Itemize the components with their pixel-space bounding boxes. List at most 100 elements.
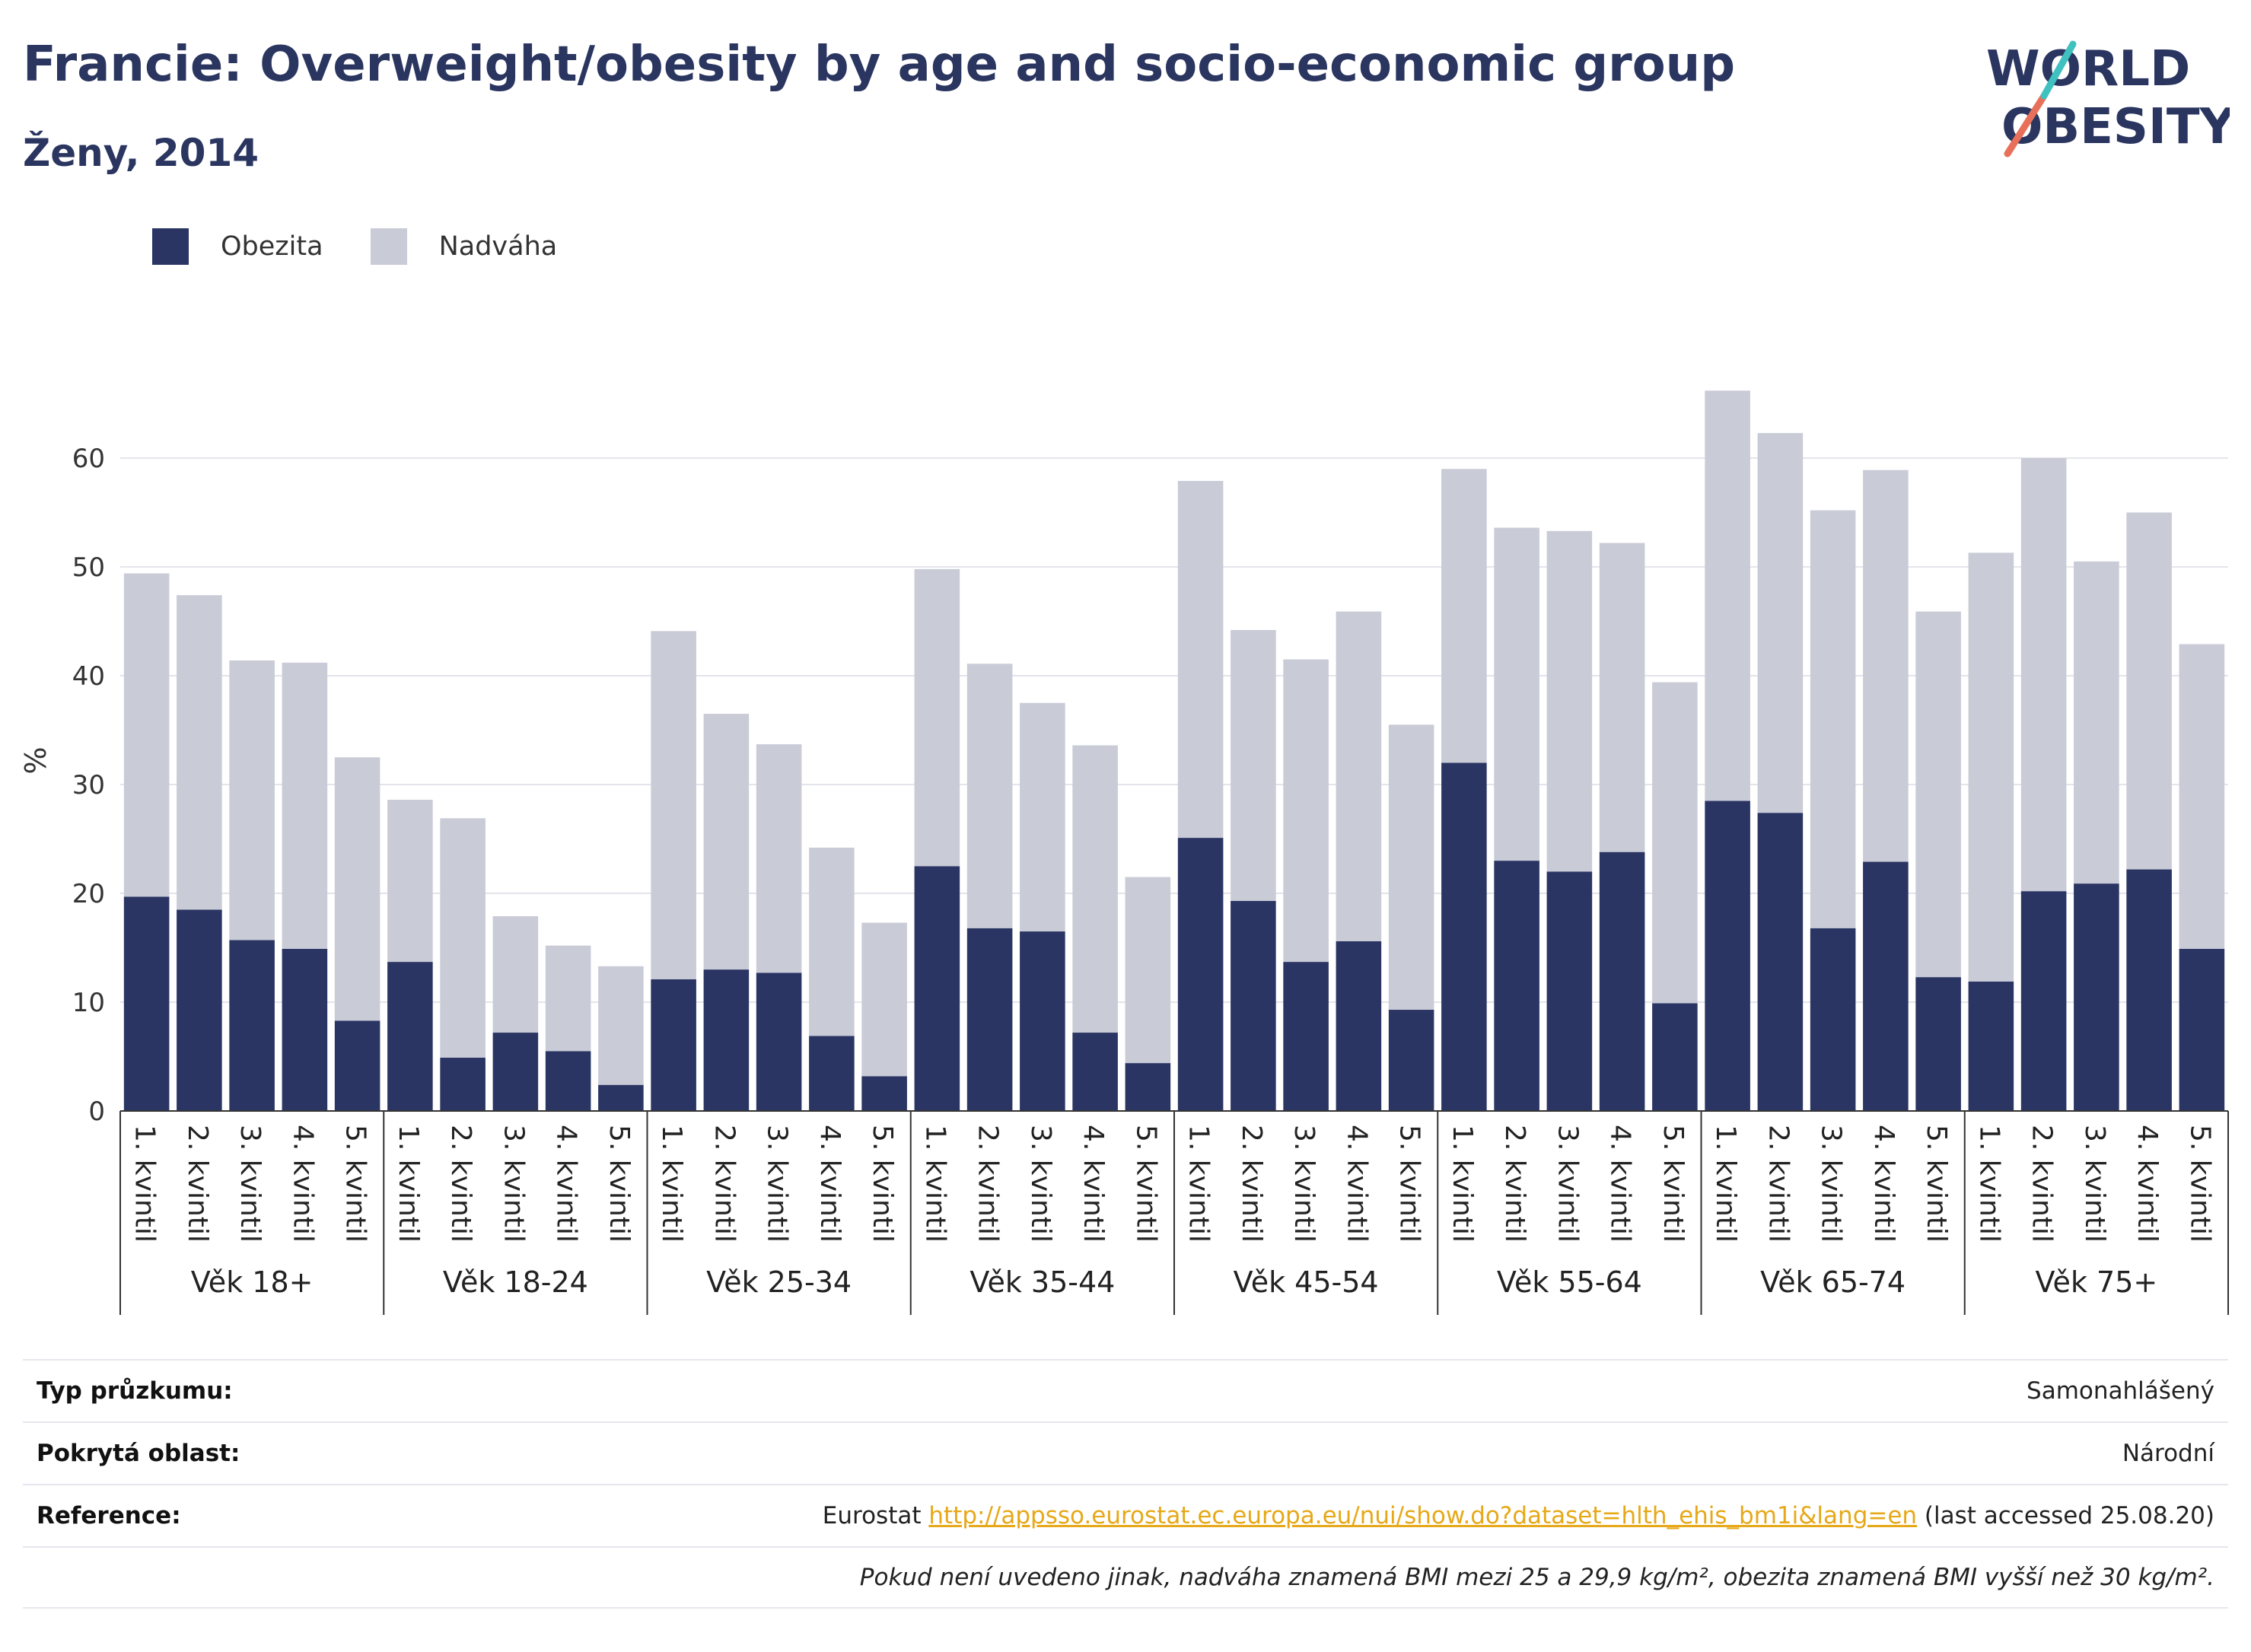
y-tick-label: 10	[72, 988, 105, 1018]
bar-nadvaha	[1757, 433, 1804, 813]
bar-nadvaha	[914, 568, 960, 867]
logo-line1: WORLD	[1986, 41, 2190, 97]
bar-obezita	[651, 979, 696, 1111]
legend-swatch-nadvaha	[370, 228, 407, 265]
chart-legend: Obezita Nadváha	[152, 228, 604, 265]
bar-obezita	[177, 909, 222, 1111]
bar-obezita	[2020, 891, 2067, 1111]
y-tick-label: 20	[72, 879, 105, 909]
bar-nadvaha	[1388, 724, 1434, 1011]
group-label: Věk 75+	[2036, 1265, 2158, 1299]
y-tick-label: 50	[72, 552, 105, 583]
x-tick-label: 4. kvintil	[2132, 1125, 2163, 1243]
bar-nadvaha	[545, 945, 591, 1052]
bar-obezita	[282, 948, 328, 1111]
bar-nadvaha	[440, 818, 486, 1058]
x-tick-label: 1. kvintil	[656, 1125, 687, 1243]
bar-obezita	[1757, 813, 1804, 1111]
x-tick-label: 3. kvintil	[1025, 1125, 1056, 1243]
x-tick-label: 1. kvintil	[1183, 1125, 1215, 1243]
bar-obezita	[1336, 941, 1382, 1111]
bar-obezita	[598, 1084, 644, 1111]
x-tick-label: 3. kvintil	[1816, 1125, 1847, 1243]
legend-label-obezita: Obezita	[221, 231, 323, 262]
bar-nadvaha	[2074, 561, 2119, 884]
y-tick-label: 40	[72, 661, 105, 692]
reference-link[interactable]: http://appsso.eurostat.ec.europa.eu/nui/…	[928, 1502, 1918, 1529]
x-tick-label: 3. kvintil	[1552, 1125, 1583, 1243]
legend-swatch-obezita	[152, 228, 189, 265]
bar-obezita	[229, 940, 275, 1111]
bar-nadvaha	[1177, 481, 1224, 839]
bar-nadvaha	[1020, 702, 1065, 932]
reference-prefix: Eurostat	[822, 1502, 922, 1529]
x-tick-label: 2. kvintil	[973, 1125, 1004, 1243]
x-tick-label: 4. kvintil	[1341, 1125, 1372, 1243]
group-label: Věk 18+	[191, 1265, 314, 1299]
coverage-value: Národní	[2122, 1440, 2214, 1467]
x-tick-label: 5. kvintil	[340, 1125, 371, 1243]
survey-type-label: Typ průzkumu:	[37, 1377, 233, 1405]
x-tick-label: 3. kvintil	[498, 1125, 529, 1243]
bar-nadvaha	[1705, 390, 1750, 801]
legend-label-nadvaha: Nadváha	[438, 231, 558, 262]
bar-nadvaha	[1125, 877, 1171, 1064]
x-tick-label: 2. kvintil	[445, 1125, 476, 1243]
bar-nadvaha	[177, 595, 222, 910]
x-tick-label: 1. kvintil	[1973, 1125, 2004, 1243]
survey-type-row: Typ průzkumu: Samonahlášený	[23, 1359, 2228, 1421]
bar-obezita	[1546, 871, 1593, 1111]
x-tick-label: 4. kvintil	[1868, 1125, 1899, 1243]
bar-nadvaha	[334, 757, 380, 1021]
x-tick-label: 2. kvintil	[182, 1125, 213, 1243]
bar-obezita	[1652, 1003, 1698, 1111]
bar-obezita	[1072, 1033, 1118, 1111]
x-tick-label: 5. kvintil	[1394, 1125, 1425, 1243]
x-tick-label: 4. kvintil	[1078, 1125, 1109, 1243]
bar-obezita	[2126, 869, 2172, 1111]
x-tick-label: 2. kvintil	[1762, 1125, 1794, 1243]
y-tick-label: 30	[72, 770, 105, 801]
legend-item-obezita: Obezita	[152, 228, 323, 265]
note-row: Pokud není uvedeno jinak, nadváha znamen…	[23, 1546, 2228, 1609]
bar-obezita	[1810, 928, 1856, 1111]
bar-nadvaha	[809, 847, 855, 1036]
bar-obezita	[1599, 851, 1645, 1111]
bar-obezita	[1494, 861, 1539, 1111]
x-tick-label: 2. kvintil	[1499, 1125, 1530, 1243]
bar-chart: 0 10 20 30 40 50 60% 1. kvintil 2. kvintil 3. kvi…	[19, 390, 2229, 1315]
x-tick-label: 4. kvintil	[1605, 1125, 1636, 1243]
reference-label: Reference:	[37, 1502, 181, 1529]
bar-nadvaha	[492, 916, 539, 1033]
bar-nadvaha	[651, 631, 696, 979]
info-table: Typ průzkumu: Samonahlášený Pokrytá obla…	[23, 1359, 2228, 1609]
bar-nadvaha	[1336, 611, 1382, 941]
x-tick-label: 1. kvintil	[1447, 1125, 1478, 1243]
bar-nadvaha	[1863, 469, 1909, 862]
x-tick-label: 5. kvintil	[1130, 1125, 1161, 1243]
bar-obezita	[492, 1033, 539, 1111]
bar-nadvaha	[123, 573, 170, 897]
bar-obezita	[387, 962, 433, 1111]
bar-nadvaha	[1441, 469, 1487, 763]
coverage-label: Pokrytá oblast:	[37, 1440, 240, 1467]
x-tick-label: 2. kvintil	[708, 1125, 740, 1243]
bar-nadvaha	[282, 662, 328, 949]
bar-nadvaha	[966, 664, 1013, 928]
world-obesity-logo: WORLD OBESITY	[1986, 40, 2230, 158]
x-tick-label: 5. kvintil	[1921, 1125, 1952, 1243]
group-label: Věk 55-64	[1497, 1265, 1642, 1299]
legend-item-nadvaha: Nadváha	[370, 228, 558, 265]
bar-nadvaha	[1283, 659, 1329, 963]
bar-nadvaha	[229, 660, 275, 941]
bar-obezita	[2074, 883, 2119, 1111]
x-tick-label: 2. kvintil	[2027, 1125, 2058, 1243]
x-tick-label: 4. kvintil	[814, 1125, 845, 1243]
bar-obezita	[1968, 981, 2014, 1111]
bar-nadvaha	[1599, 543, 1645, 852]
bar-nadvaha	[1968, 552, 2014, 982]
bar-obezita	[334, 1020, 380, 1111]
bar-obezita	[756, 972, 802, 1111]
bar-obezita	[1388, 1010, 1434, 1111]
bar-obezita	[703, 969, 750, 1111]
